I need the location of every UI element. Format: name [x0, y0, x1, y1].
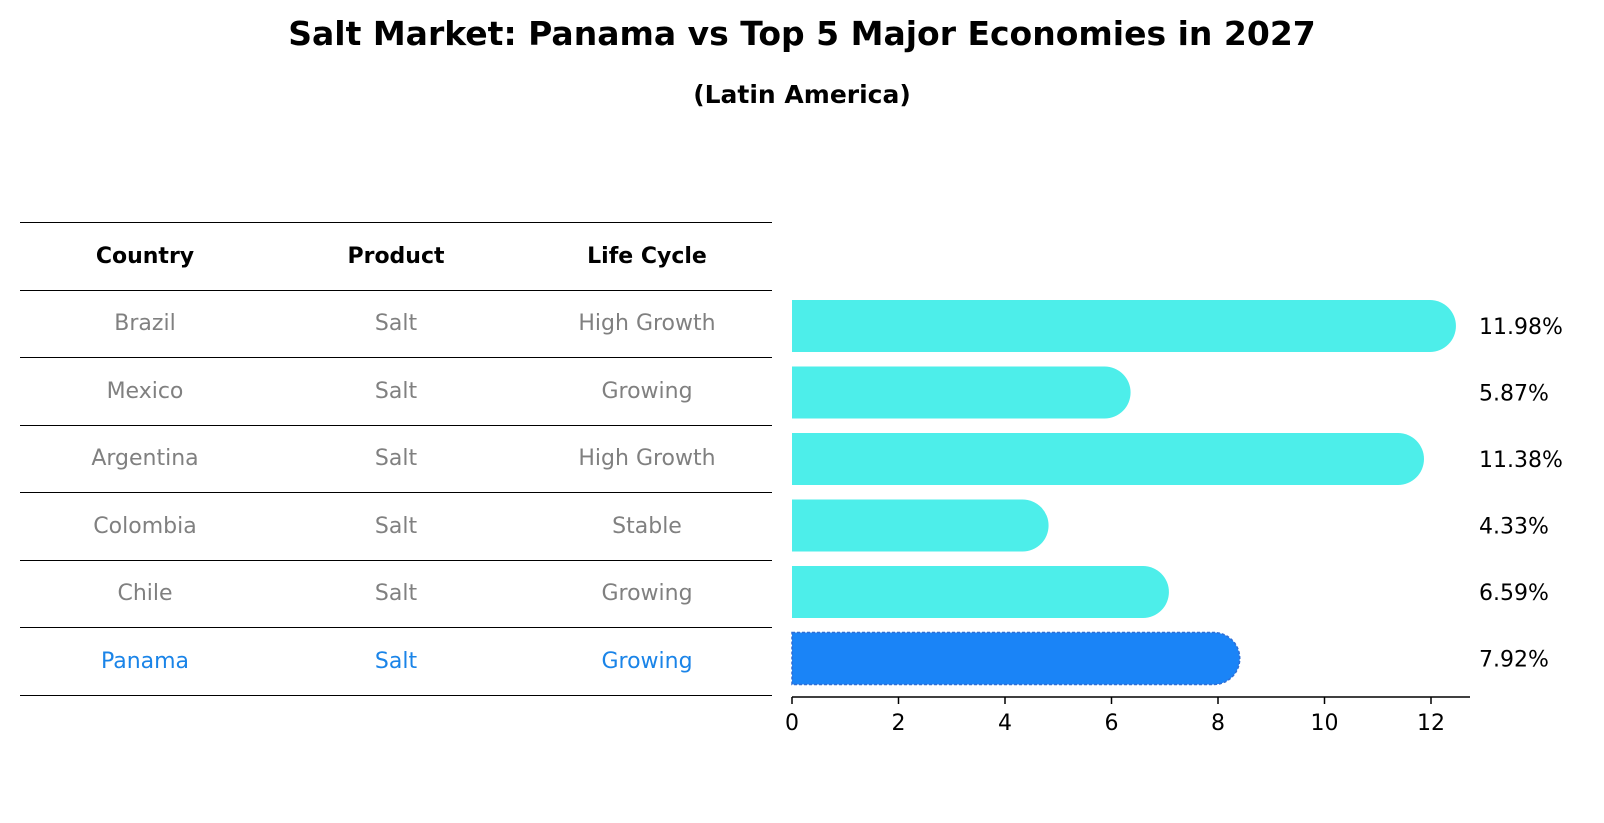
cell-life-cycle: Growing — [601, 378, 693, 404]
header-product: Product — [347, 243, 445, 269]
cell-country: Chile — [117, 581, 173, 607]
cell-life-cycle: Stable — [612, 513, 682, 539]
bar-value-label: 11.38% — [1479, 448, 1563, 473]
cell-life-cycle: High Growth — [578, 446, 716, 472]
cell-product: Salt — [374, 378, 418, 404]
table-header-row: Country Product Life Cycle — [20, 222, 772, 290]
cell-country: Panama — [100, 648, 190, 674]
x-tick-label: 12 — [1417, 711, 1445, 736]
table-row: Brazil Salt High Growth — [20, 289, 772, 358]
bar-argentina — [792, 433, 1424, 485]
bar-mexico — [792, 366, 1131, 419]
cell-product: Salt — [374, 513, 418, 539]
table-row: Mexico Salt Growing — [20, 357, 772, 425]
cell-life-cycle: High Growth — [578, 311, 716, 337]
cell-country: Mexico — [106, 378, 184, 404]
chart-title: Salt Market: Panama vs Top 5 Major Econo… — [288, 14, 1316, 53]
header-life-cycle: Life Cycle — [587, 243, 707, 269]
bar-value-label: 7.92% — [1479, 648, 1549, 673]
table-row: Chile Salt Growing — [20, 559, 772, 628]
bar-value-label: 5.87% — [1479, 382, 1549, 407]
cell-life-cycle: Growing — [601, 581, 693, 607]
cell-product: Salt — [374, 311, 418, 337]
cell-country: Colombia — [93, 513, 197, 539]
cell-product: Salt — [374, 581, 418, 607]
bar-chile — [792, 566, 1169, 618]
cell-country: Argentina — [91, 446, 199, 472]
cell-country: Brazil — [114, 311, 176, 337]
x-tick-label: 2 — [892, 711, 906, 736]
cell-product: Salt — [374, 446, 418, 472]
bar-value-label: 6.59% — [1479, 581, 1549, 606]
cell-product: Salt — [374, 648, 418, 674]
table-row: Argentina Salt High Growth — [20, 424, 772, 493]
x-tick-label: 6 — [1105, 711, 1119, 736]
x-tick-label: 4 — [998, 711, 1012, 736]
bar-value-label: 4.33% — [1479, 515, 1549, 540]
data-table: Country Product Life Cycle Brazil Salt H… — [20, 222, 772, 696]
bar-colombia — [792, 499, 1049, 552]
bar-value-label: 11.98% — [1479, 315, 1563, 340]
table-row: Colombia Salt Stable — [20, 492, 772, 560]
bar-brazil — [792, 300, 1456, 352]
x-tick-label: 8 — [1211, 711, 1225, 736]
cell-life-cycle: Growing — [601, 648, 693, 674]
x-tick-label: 10 — [1311, 711, 1339, 736]
table-row-highlighted: Panama Salt Growing — [20, 627, 772, 696]
x-tick-label: 0 — [785, 711, 799, 736]
chart-subtitle: (Latin America) — [693, 80, 911, 109]
header-country: Country — [95, 243, 195, 269]
bar-panama — [791, 631, 1241, 686]
